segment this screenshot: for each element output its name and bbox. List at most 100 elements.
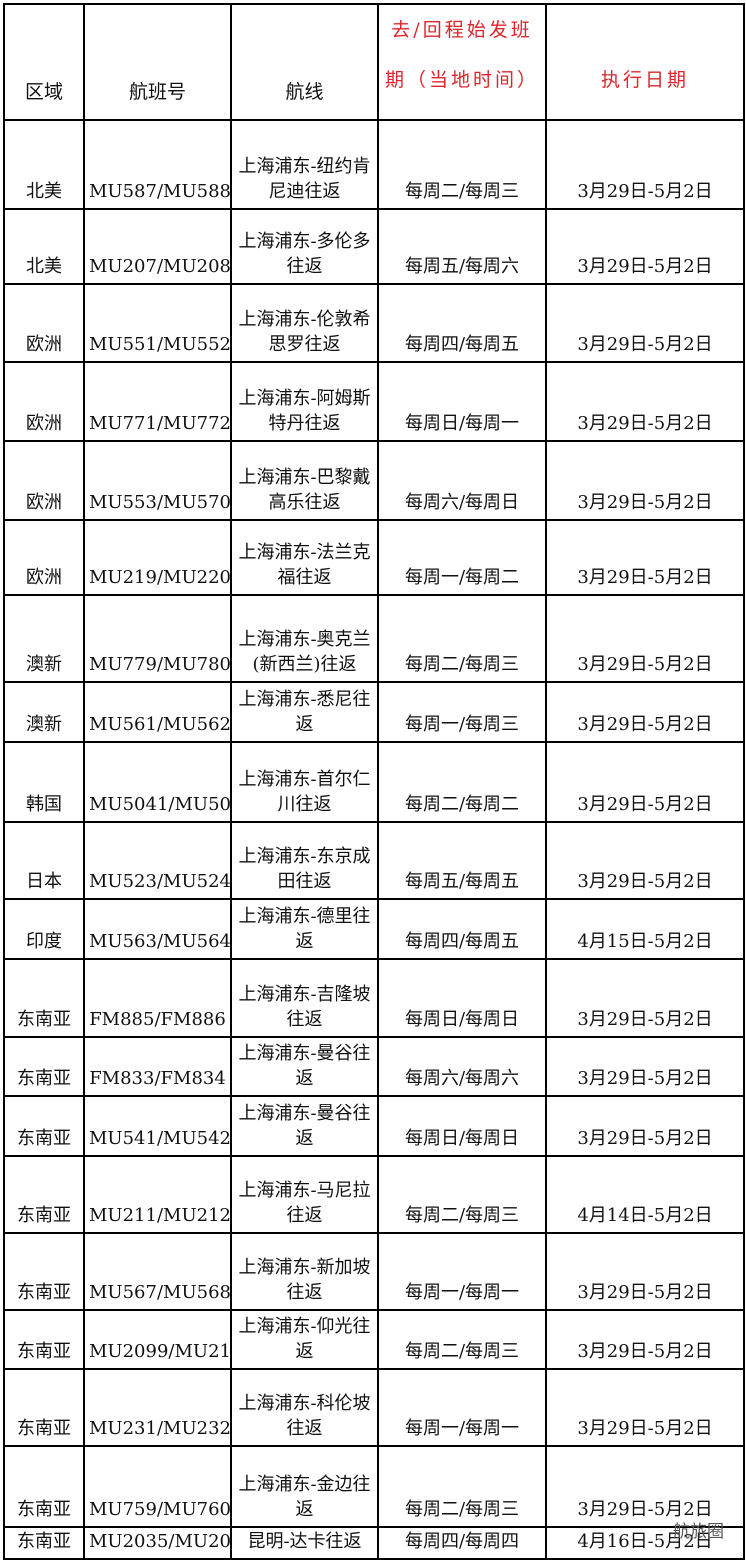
table-cell: MU219/MU220 [83,519,232,596]
table-cell: 4月15日-5月2日 [545,898,745,960]
table-cell: 4月16日-5月2日 [545,1526,745,1560]
table-cell: 东南亚 [3,1368,85,1447]
table-cell: 印度 [3,898,85,960]
table-cell: 每周二/每周三 [377,594,547,683]
header-cell: 执行日期 [545,3,745,121]
table-cell: 每周一/每周一 [377,1368,547,1447]
table-cell: 韩国 [3,741,85,823]
table-cell: 上海浦东-奥克兰(新西兰)往返 [230,594,379,683]
table-cell: MU211/MU212 [83,1155,232,1234]
table-cell: 欧洲 [3,283,85,363]
table-cell: 每周六/每周六 [377,1036,547,1097]
table-cell: 3月29日-5月2日 [545,361,745,442]
table-cell: 上海浦东-悉尼往返 [230,681,379,743]
table-cell: 昆明-达卡往返 [230,1526,379,1560]
table-cell: 东南亚 [3,1445,85,1528]
table-cell: 4月14日-5月2日 [545,1155,745,1234]
table-cell: 3月29日-5月2日 [545,1309,745,1370]
header-cell: 航线 [230,3,379,121]
table-cell: 东南亚 [3,1155,85,1234]
table-row: 日本 MU523/MU524 上海浦东-东京成田往返 每周五/每周五 3月29日-5月2… [3,821,745,900]
watermark: 航旅圈 [673,1522,724,1542]
table-cell: 上海浦东-马尼拉往返 [230,1155,379,1234]
table-cell: 日本 [3,821,85,900]
table-cell: 每周日/每周日 [377,1095,547,1157]
table-row: 东南亚 MU759/MU760 上海浦东-金边往返 每周二/每周三 3月29日-5月2日 [3,1445,745,1528]
table-cell: MU5041/MU5042 [83,741,232,823]
table-cell: 上海浦东-多伦多往返 [230,208,379,285]
table-cell: 每周二/每周三 [377,1155,547,1234]
table-row: 印度 MU563/MU564 上海浦东-德里往返 每周四/每周五 4月15日-5月2日 [3,898,745,960]
table-cell: 上海浦东-科伦坡往返 [230,1368,379,1447]
table-cell: 上海浦东-德里往返 [230,898,379,960]
table-cell: 东南亚 [3,958,85,1038]
table-cell: 每周二/每周二 [377,741,547,823]
table-cell: MU553/MU570 [83,440,232,521]
table-cell: 澳新 [3,594,85,683]
table-cell: 欧洲 [3,361,85,442]
table-row: 东南亚 MU231/MU232 上海浦东-科伦坡往返 每周一/每周一 3月29日-5月2… [3,1368,745,1447]
table-cell: 上海浦东-仰光往返 [230,1309,379,1370]
table-cell: 每周日/每周日 [377,958,547,1038]
table-cell: 每周二/每周三 [377,119,547,210]
table-row: 东南亚 MU541/MU542 上海浦东-曼谷往返 每周日/每周日 3月29日-5月2日 [3,1095,745,1157]
flight-table: 区域 航班号 航线 去/回程始发班期（当地时间） 执行日期 北美 MU587/MU588 上… [3,3,745,1560]
table-cell: 每周日/每周一 [377,361,547,442]
header-cell: 航班号 [83,3,232,121]
table-cell: 每周四/每周五 [377,283,547,363]
table-cell: 东南亚 [3,1526,85,1560]
table-cell: 每周四/每周五 [377,898,547,960]
table-row: 东南亚 FM833/FM834 上海浦东-曼谷往返 每周六/每周六 3月29日-5月2日 [3,1036,745,1097]
table-row: 澳新 MU561/MU562 上海浦东-悉尼往返 每周一/每周三 3月29日-5月2日 [3,681,745,743]
table-cell: MU567/MU568 [83,1232,232,1311]
table-cell: 3月29日-5月2日 [545,119,745,210]
table-cell: FM833/FM834 [83,1036,232,1097]
table-row: 东南亚 FM885/FM886 上海浦东-吉隆坡往返 每周日/每周日 3月29日-5月2… [3,958,745,1038]
table-row: 欧洲 MU219/MU220 上海浦东-法兰克福往返 每周一/每周二 3月29日-5月2… [3,519,745,596]
table-cell: 上海浦东-新加坡往返 [230,1232,379,1311]
table-cell: MU587/MU588 [83,119,232,210]
table-row: 澳新 MU779/MU780 上海浦东-奥克兰(新西兰)往返 每周二/每周三 3月29日… [3,594,745,683]
table-cell: 上海浦东-首尔仁川往返 [230,741,379,823]
table-cell: 3月29日-5月2日 [545,208,745,285]
table-cell: 上海浦东-金边往返 [230,1445,379,1528]
table-row: 韩国MU5041/MU5042上海浦东-首尔仁川往返每周二/每周二3月29日-5… [3,741,745,823]
table-cell: 上海浦东-东京成田往返 [230,821,379,900]
table-cell: 东南亚 [3,1095,85,1157]
table-row: 欧洲 MU771/MU772 上海浦东-阿姆斯特丹往返 每周日/每周一 3月29日-5月… [3,361,745,442]
table-cell: 每周二/每周三 [377,1445,547,1528]
table-cell: 3月29日-5月2日 [545,283,745,363]
table-row: 东南亚 MU211/MU212 上海浦东-马尼拉往返 每周二/每周三 4月14日-5月2… [3,1155,745,1234]
table-cell: 3月29日-5月2日 [545,681,745,743]
table-cell: 3月29日-5月2日 [545,741,745,823]
header-row: 区域 航班号 航线 去/回程始发班期（当地时间） 执行日期 [3,3,745,121]
table-cell: 澳新 [3,681,85,743]
header-cell: 区域 [3,3,85,121]
header-cell: 去/回程始发班期（当地时间） [377,3,547,121]
table-cell: 每周五/每周五 [377,821,547,900]
table-row: 北美 MU587/MU588 上海浦东-纽约肯尼迪往返 每周二/每周三 3月29日-5月… [3,119,745,210]
table-cell: FM885/FM886 [83,958,232,1038]
table-cell: MU523/MU524 [83,821,232,900]
table-cell: 3月29日-5月2日 [545,519,745,596]
table-cell: 上海浦东-吉隆坡往返 [230,958,379,1038]
table-cell: 欧洲 [3,519,85,596]
table-cell: 3月29日-5月2日 [545,958,745,1038]
table-cell: MU2035/MU2036 [83,1526,232,1560]
table-cell: MU541/MU542 [83,1095,232,1157]
table-cell: 每周一/每周三 [377,681,547,743]
table-cell: 3月29日-5月2日 [545,1036,745,1097]
table-cell: 欧洲 [3,440,85,521]
table-cell: MU231/MU232 [83,1368,232,1447]
table-row: 北美 MU207/MU208 上海浦东-多伦多往返 每周五/每周六 3月29日-5月2日 [3,208,745,285]
table-cell: 每周一/每周二 [377,519,547,596]
table-cell: 上海浦东-巴黎戴高乐往返 [230,440,379,521]
table-cell: 每周五/每周六 [377,208,547,285]
table-row: 欧洲 MU551/MU552 上海浦东-伦敦希思罗往返 每周四/每周五 3月29日-5月… [3,283,745,363]
table-cell: 3月29日-5月2日 [545,821,745,900]
table-cell: MU771/MU772 [83,361,232,442]
table-cell: 上海浦东-伦敦希思罗往返 [230,283,379,363]
table-cell: 上海浦东-曼谷往返 [230,1095,379,1157]
